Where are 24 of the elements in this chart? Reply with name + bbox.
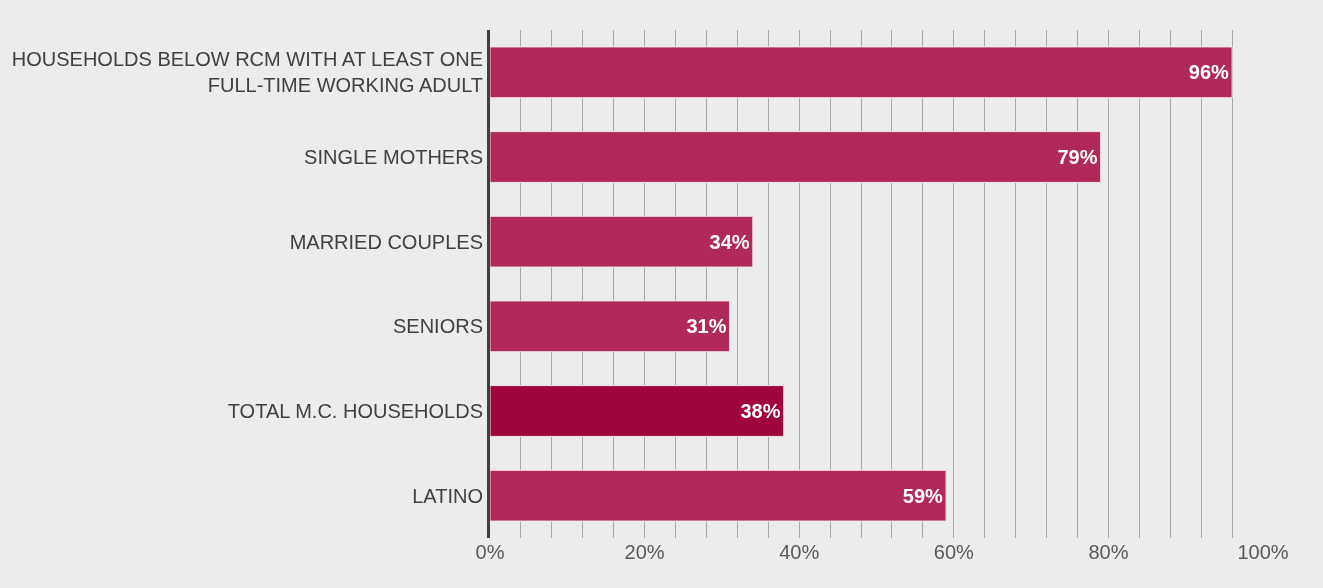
bar bbox=[490, 469, 947, 522]
bar bbox=[490, 46, 1233, 99]
data-label: 38% bbox=[740, 400, 781, 422]
data-label: 59% bbox=[902, 484, 944, 507]
y-tick-label: MARRIED COUPLES bbox=[289, 230, 483, 253]
data-label: 96% bbox=[1188, 61, 1230, 84]
bar bbox=[490, 300, 731, 353]
data-label: 34% bbox=[709, 230, 750, 253]
bar bbox=[490, 215, 754, 268]
y-tick-label: HOUSEHOLDS BELOW RCM WITH AT LEAST ONE FULL-TIME WORKING ADULT bbox=[11, 48, 483, 97]
x-tick-label: 40% bbox=[779, 541, 820, 563]
x-tick-label: 20% bbox=[624, 541, 665, 563]
x-tick-label: 80% bbox=[1088, 541, 1129, 563]
x-tick-label: 100% bbox=[1237, 541, 1289, 563]
y-tick-label: LATINO bbox=[412, 484, 483, 507]
data-label: 79% bbox=[1057, 146, 1098, 168]
y-tick-label: SENIORS bbox=[392, 315, 483, 338]
bar bbox=[490, 131, 1102, 183]
data-label: 31% bbox=[686, 315, 727, 338]
y-tick-label: SINGLE MOTHERS bbox=[304, 146, 483, 168]
bar bbox=[490, 385, 785, 437]
y-tick-label: TOTAL M.C. HOUSEHOLDS bbox=[227, 400, 483, 422]
x-tick-label: 0% bbox=[475, 541, 505, 563]
x-tick-label: 60% bbox=[933, 541, 975, 563]
